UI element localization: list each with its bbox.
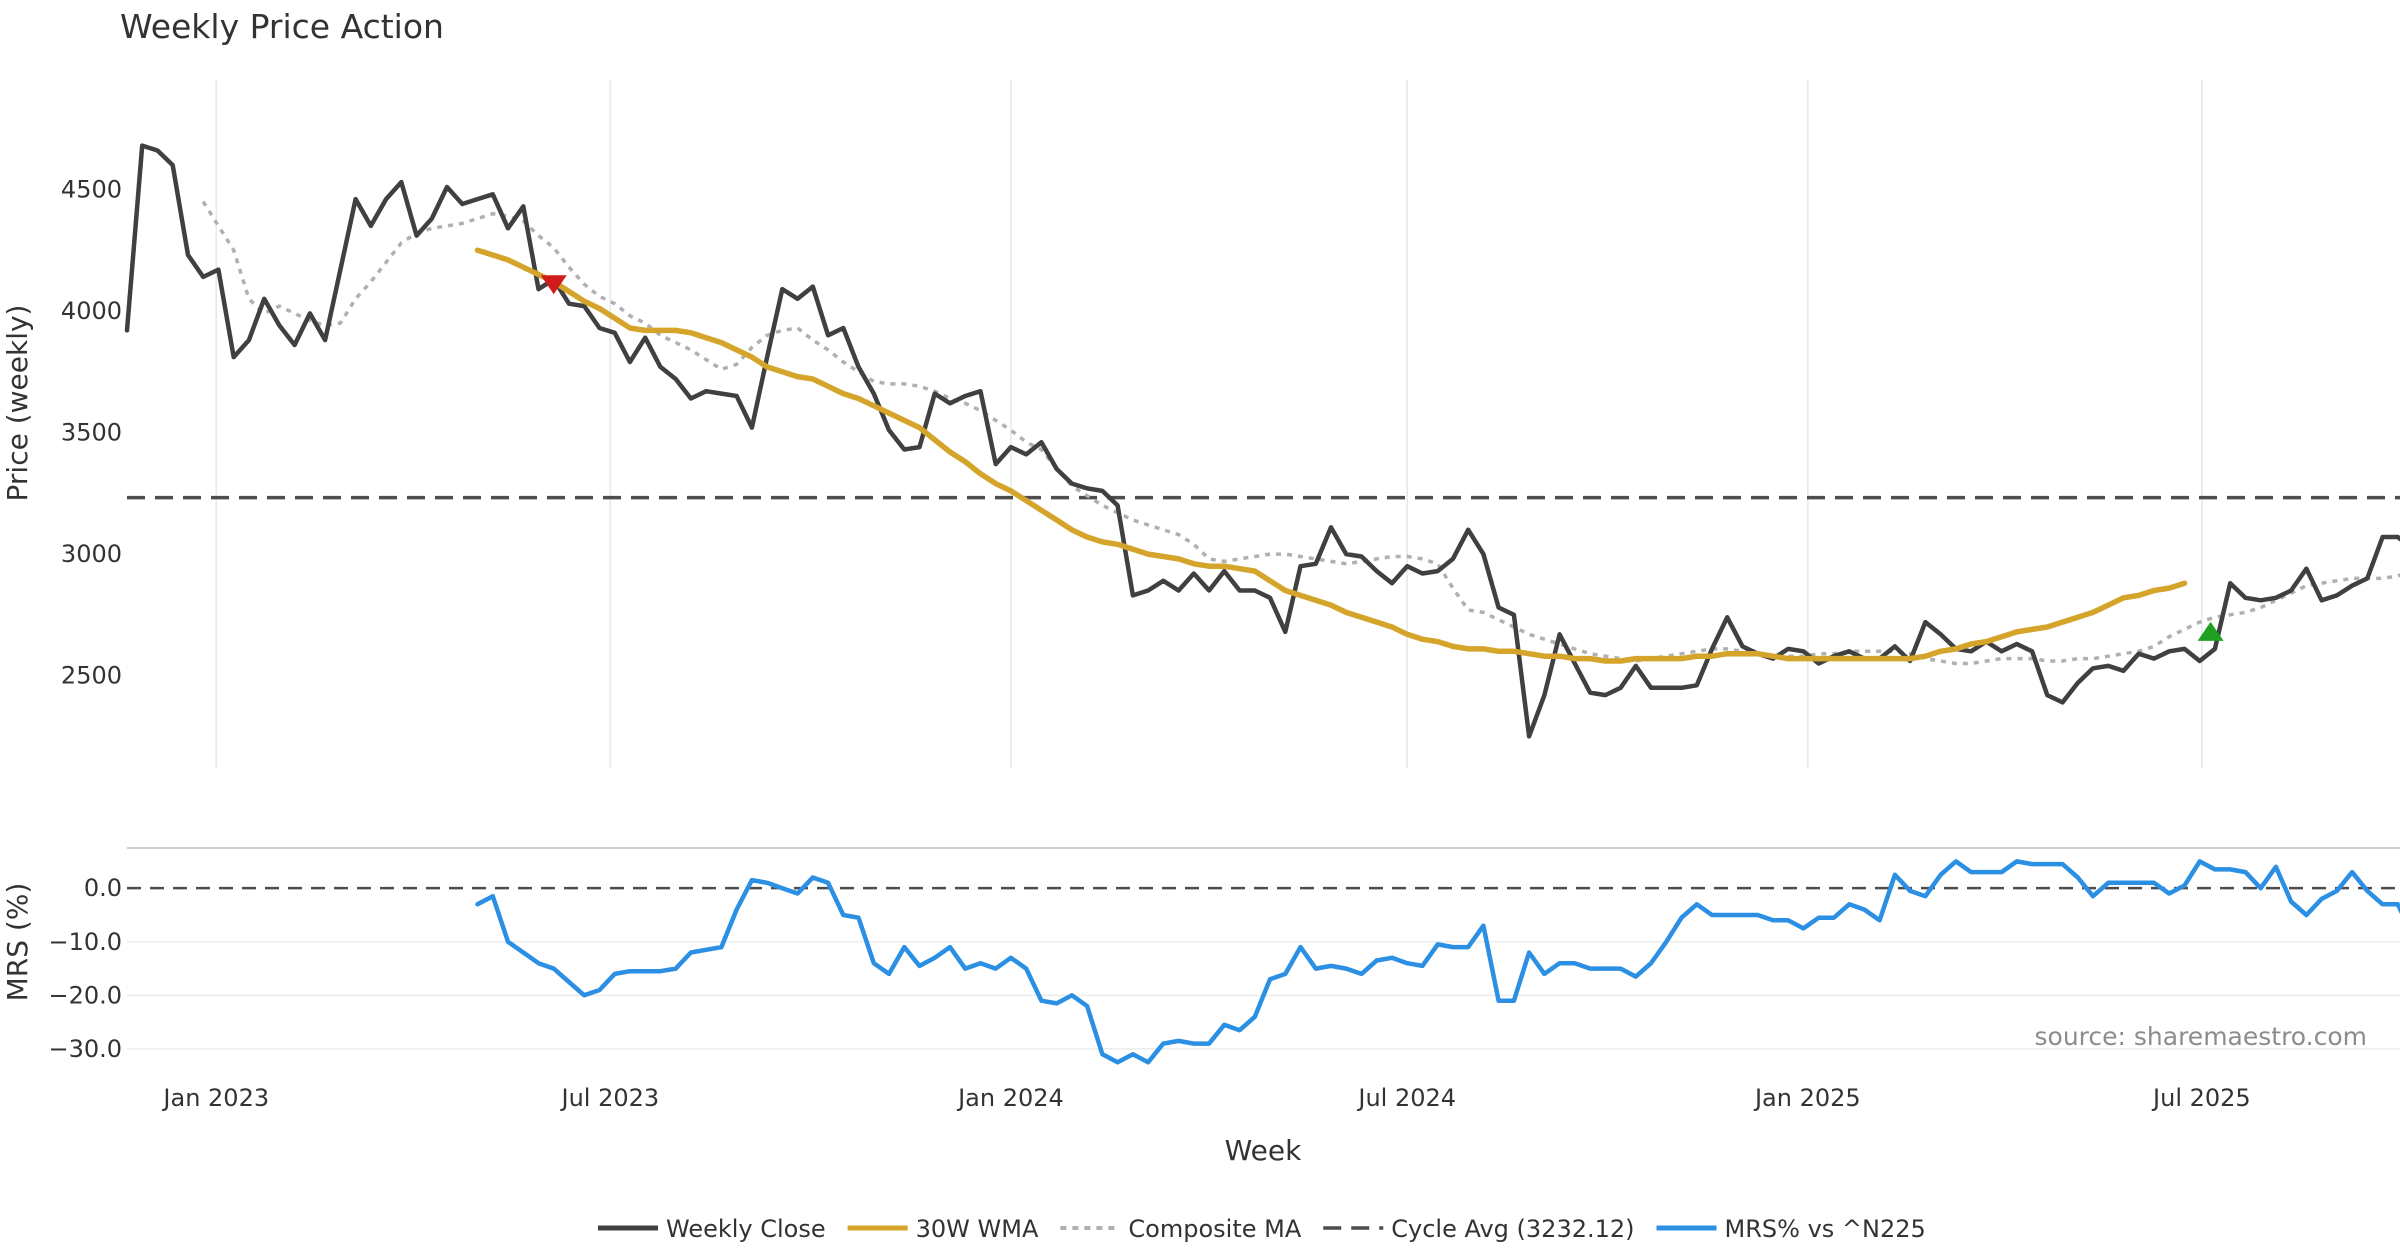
source-note: source: sharemaestro.com bbox=[2035, 1022, 2368, 1051]
sell-signal-marker bbox=[540, 275, 567, 295]
legend-item: Weekly Close bbox=[598, 1215, 826, 1243]
x-tick-label: Jan 2023 bbox=[161, 1084, 269, 1112]
mrs-vs-n225-line bbox=[475, 859, 2400, 1065]
legend-item: Cycle Avg (3232.12) bbox=[1323, 1215, 1635, 1243]
x-axis-ticks: Jan 2023 Jul 2023 Jan 2024 Jul 2024 Jan 2025… bbox=[161, 1084, 2250, 1112]
legend-label: Cycle Avg (3232.12) bbox=[1391, 1215, 1634, 1243]
mrs-y-tick-label: −20.0 bbox=[48, 981, 122, 1009]
x-tick-label: Jan 2024 bbox=[956, 1084, 1064, 1112]
30w-wma-line bbox=[474, 247, 2188, 664]
legend-item: Composite MA bbox=[1060, 1215, 1302, 1243]
x-tick-label: Jan 2025 bbox=[1753, 1084, 1861, 1112]
price-y-tick-label: 3000 bbox=[61, 540, 122, 568]
x-tick-label: Jul 2025 bbox=[2151, 1084, 2251, 1112]
buy-signal-marker bbox=[2197, 621, 2224, 641]
legend-label: Composite MA bbox=[1128, 1215, 1301, 1243]
chart-title: Weekly Price Action bbox=[120, 7, 444, 46]
price-y-tick-label: 2500 bbox=[61, 662, 122, 690]
weekly-close-line bbox=[124, 143, 2400, 739]
x-tick-label: Jul 2023 bbox=[560, 1084, 660, 1112]
chart-legend: Weekly Close 30W WMA Composite MA Cycle Avg… bbox=[598, 1215, 1926, 1243]
x-tick-label: Jul 2024 bbox=[1356, 1084, 1456, 1112]
price-panel-grid bbox=[215, 80, 2203, 768]
mrs-y-axis-label: MRS (%) bbox=[1, 883, 34, 1002]
mrs-y-tick-label: −10.0 bbox=[48, 928, 122, 956]
price-y-axis-ticks: 2500 3000 3500 4000 4500 bbox=[61, 175, 122, 689]
legend-item: 30W WMA bbox=[847, 1215, 1039, 1243]
signal-markers bbox=[540, 275, 2224, 641]
legend-label: MRS% vs ^N225 bbox=[1725, 1215, 1926, 1243]
price-y-tick-label: 4500 bbox=[61, 175, 122, 203]
legend-label: Weekly Close bbox=[666, 1215, 826, 1243]
price-y-axis-label: Price (weekly) bbox=[1, 305, 34, 502]
mrs-panel-grid bbox=[127, 847, 2400, 1050]
composite-ma-line bbox=[201, 200, 2400, 666]
x-axis-label: Week bbox=[1225, 1134, 1302, 1167]
mrs-series bbox=[127, 859, 2400, 1065]
price-series bbox=[124, 143, 2400, 739]
legend-label: 30W WMA bbox=[916, 1215, 1039, 1243]
mrs-y-tick-label: −30.0 bbox=[48, 1035, 122, 1063]
mrs-y-tick-label: 0.0 bbox=[84, 874, 122, 902]
mrs-y-axis-ticks: 0.0 −10.0 −20.0 −30.0 bbox=[48, 874, 122, 1063]
price-y-tick-label: 3500 bbox=[61, 419, 122, 447]
price-y-tick-label: 4000 bbox=[61, 297, 122, 325]
legend-item: MRS% vs ^N225 bbox=[1656, 1215, 1926, 1243]
